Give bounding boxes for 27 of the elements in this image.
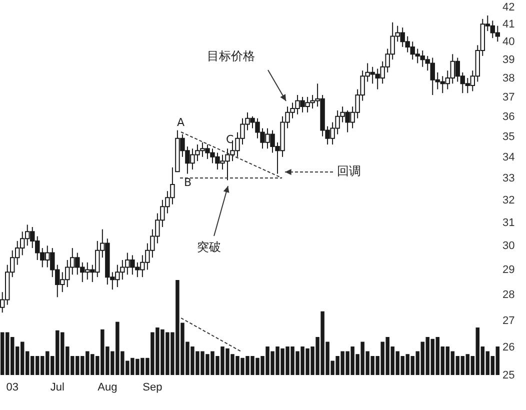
y-tick-label: 37 bbox=[502, 91, 515, 104]
y-tick-label: 29 bbox=[502, 264, 515, 276]
y-tick-label: 31 bbox=[502, 216, 515, 229]
y-tick-label: 38 bbox=[502, 72, 515, 84]
y-tick-label: 41 bbox=[502, 18, 515, 31]
y-tick-label: 26 bbox=[502, 342, 515, 354]
x-tick-label: Sep bbox=[142, 382, 162, 394]
annotation: C bbox=[226, 133, 234, 146]
y-tick-label: 39 bbox=[502, 54, 515, 66]
y-tick-label: 25 bbox=[502, 370, 515, 382]
y-tick-label: 30 bbox=[502, 240, 515, 252]
annotation: 突破 bbox=[197, 240, 221, 254]
y-tick-label: 27 bbox=[502, 314, 515, 327]
annotation: 回调 bbox=[337, 164, 361, 178]
y-tick-label: 28 bbox=[502, 289, 515, 302]
y-tick-label: 42 bbox=[502, 2, 515, 14]
x-tick-label: Aug bbox=[98, 382, 118, 394]
y-tick-label: 35 bbox=[502, 130, 515, 143]
annotation: A bbox=[177, 116, 185, 129]
annotation: 目标价格 bbox=[207, 49, 255, 63]
y-tick-label: 34 bbox=[502, 151, 515, 164]
y-tick-label: 36 bbox=[502, 110, 515, 123]
y-tick-label: 33 bbox=[502, 172, 515, 185]
x-tick-label: Jul bbox=[50, 382, 64, 394]
x-tick-label: 03 bbox=[6, 382, 19, 394]
y-tick-label: 40 bbox=[502, 36, 515, 48]
y-tick-label: 32 bbox=[502, 194, 515, 206]
